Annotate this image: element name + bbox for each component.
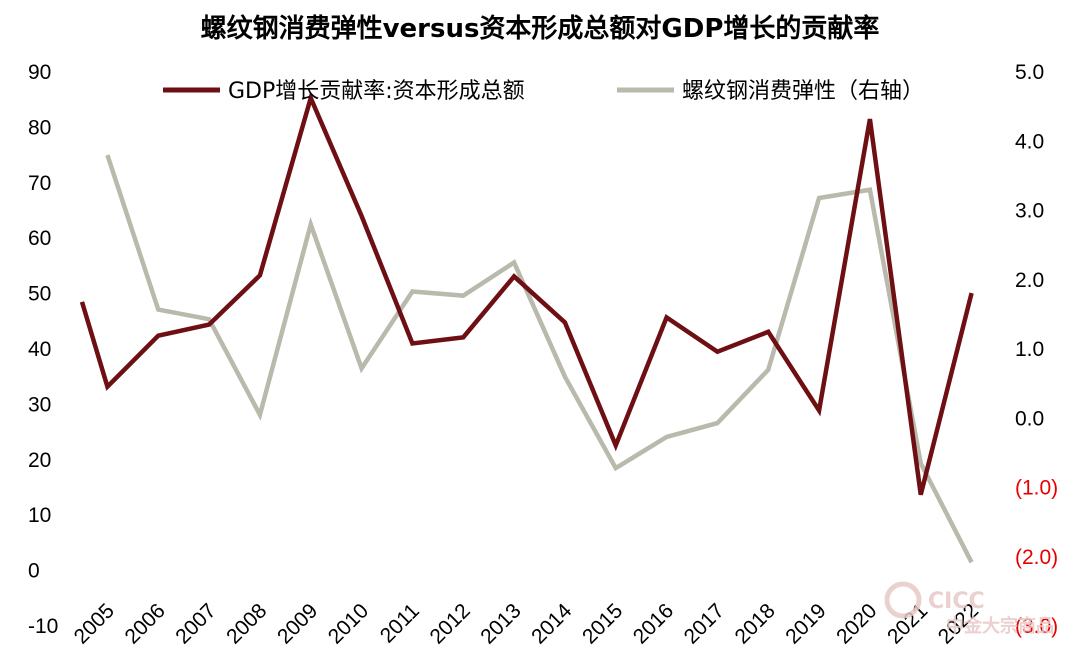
y-left-tick-label: 30 [28,393,51,416]
x-tick-label: 2012 [425,599,474,648]
y-left-tick-label: 70 [28,172,51,195]
y-left-tick-label: -10 [28,615,58,638]
x-tick-label: 2015 [578,599,627,648]
y-right-tick-label: (2.0) [1015,546,1058,569]
watermark: CICC 中金大宗商品 [884,581,1054,637]
x-tick-label: 2005 [70,599,119,648]
series-line-rebar-elasticity [105,154,974,564]
legend: GDP增长贡献率:资本形成总额 螺纹钢消费弹性（右轴） [163,79,924,104]
x-tick-label: 2009 [273,599,322,648]
x-tick-label: 2018 [730,599,779,648]
y-right-tick-label: 3.0 [1015,200,1044,223]
x-tick-label: 2006 [120,599,169,648]
watermark-logo-icon [884,581,922,619]
watermark-text: 中金大宗商品 [946,615,1054,637]
y-left-tick-label: 50 [28,283,51,306]
y-right-tick-label: 5.0 [1015,61,1044,84]
x-tick-label: 2010 [324,599,373,648]
y-right-tick-label: 2.0 [1015,269,1044,292]
y-right-tick-label: 1.0 [1015,338,1044,361]
legend-label-gdp: GDP增长贡献率:资本形成总额 [228,79,525,104]
y-left-tick-label: 90 [28,61,51,84]
legend-label-rebar: 螺纹钢消费弹性（右轴） [682,79,924,104]
y-left-tick-label: 10 [28,504,51,527]
x-tick-label: 2013 [476,599,525,648]
y-right-tick-label: (3.0) [1015,615,1058,638]
x-tick-label: 2008 [222,599,271,648]
y-right-tick-label: (1.0) [1015,477,1058,500]
y-left-tick-label: 60 [28,227,51,250]
x-tick-label: 2020 [832,599,881,648]
x-tick-label: 2011 [376,599,424,647]
y-left-tick-label: 40 [28,338,51,361]
y-left-tick-label: 80 [28,116,51,139]
y-left-axis: 90 80 70 60 50 40 30 20 10 0 -10 [28,61,58,638]
x-tick-label: 2019 [781,599,830,648]
x-tick-label: 2017 [680,599,729,648]
x-tick-label: 2014 [527,599,577,649]
y-right-axis: 5.0 4.0 3.0 2.0 1.0 0.0 (1.0) (2.0) (3.0) [1015,61,1058,638]
y-right-tick-label: 4.0 [1015,130,1044,153]
y-left-tick-label: 0 [28,560,40,583]
y-left-tick-label: 20 [28,449,51,472]
y-right-tick-label: 0.0 [1015,407,1044,430]
x-tick-label: 2007 [171,599,220,648]
x-tick-label: 2016 [629,599,678,648]
chart-title: 螺纹钢消费弹性versus资本形成总额对GDP增长的贡献率 [200,14,880,44]
x-axis: 2005 2006 2007 2008 2009 2010 2011 2012 2013 2014… [70,599,983,649]
series-layer [79,91,974,564]
watermark-logo-text: CICC [928,589,985,614]
